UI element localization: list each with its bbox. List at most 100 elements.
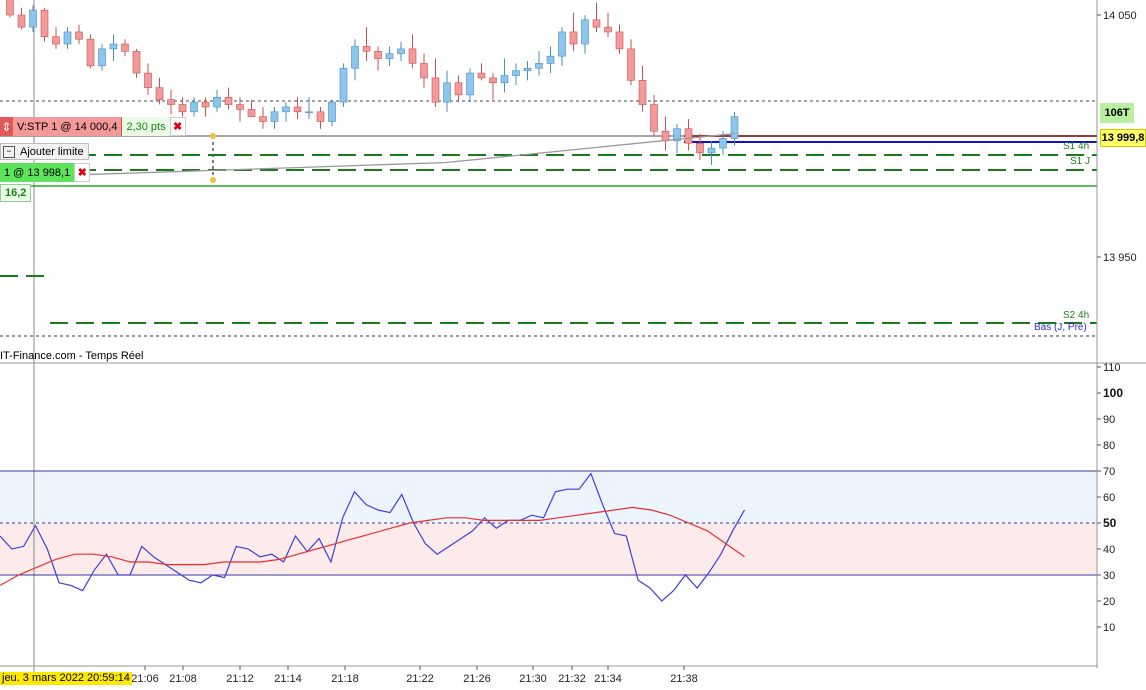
candle [627,48,635,81]
rsi-tick-label: 90 [1103,414,1115,426]
cancel-limit-close-icon[interactable]: ✖ [74,163,91,182]
candle [569,31,578,45]
data-source-label: IT-Finance.com - Temps Réel [0,350,144,362]
order-anchor-dot [210,177,216,183]
minus-box-icon: − [3,145,15,158]
candle [592,19,601,28]
time-tick-label: 21:32 [558,673,586,685]
time-tick-label: 21:22 [406,673,434,685]
candle [730,116,739,139]
candle [673,128,681,142]
time-tick-label: 21:12 [226,673,254,685]
candle [236,104,244,110]
candle [535,63,543,69]
rsi-tick-label: 30 [1103,570,1115,582]
candle [477,72,486,79]
candle [719,138,727,149]
candle [167,99,175,105]
rsi-tick-label: 110 [1103,362,1121,374]
drag-arrows-icon[interactable]: ⇕ [0,117,13,136]
candle [489,77,497,84]
time-tick-label: 21:14 [274,673,302,685]
candle [638,80,647,105]
level-s2-4h-label: S2 4h [1063,310,1090,321]
candle [190,101,198,113]
candle [201,101,210,108]
candle [282,106,290,113]
candle [397,48,405,55]
candle [385,53,394,59]
time-tick-label: 21:18 [331,673,359,685]
candle [109,43,118,50]
rsi-line [0,472,746,602]
candle [512,70,520,76]
candle [443,82,451,103]
candle [178,104,187,113]
candle [696,142,704,154]
stop-order-tag[interactable]: ⇕ V:STP 1 @ 14 000,4 2,30 pts ✖ [0,117,186,136]
candle [328,101,336,122]
candle [420,63,428,79]
candle [63,31,72,45]
current-price-badge: 13 999,8 [1100,129,1146,147]
rsi-tick-label: 70 [1103,466,1115,478]
level-s1-j-label: S1 J [1070,156,1091,167]
time-tick-label: 21:08 [169,673,197,685]
level-bas-label: Bas (J, Pre) [1034,322,1087,333]
order-anchor-dot [210,133,216,139]
candle [523,67,532,71]
candle [454,82,463,96]
limit-order-label[interactable]: 1 @ 13 998,1 [0,163,75,182]
candle [316,111,325,122]
rsi-tick-label: 20 [1103,596,1115,608]
rsi-tick-label: 60 [1103,492,1115,504]
cursor-date-label: jeu. 3 mars 2022 20:59:14 [0,672,132,685]
candle [86,38,95,67]
candle [408,48,417,64]
candle [259,116,267,122]
cancel-stop-close-icon[interactable]: ✖ [169,117,186,136]
candle [581,19,589,45]
candle [247,109,256,117]
moving-average-line [9,132,735,178]
candle [466,72,474,96]
limit-order-tag[interactable]: 1 @ 13 998,1 ✖ [0,163,91,182]
candle [121,43,129,52]
add-limit-button[interactable]: − Ajouter limite [0,143,89,160]
rsi-tick-label: 80 [1103,440,1115,452]
candle [52,36,60,45]
rsi-tick-label: 10 [1103,622,1115,634]
rsi-tick-label: 40 [1103,544,1115,556]
candle [431,77,440,103]
candle [558,31,566,57]
candle [17,14,26,28]
level-s1-4h-label: S1 4h [1063,141,1090,152]
candle [684,128,693,144]
stop-order-label[interactable]: V:STP 1 @ 14 000,4 [13,117,123,136]
candle [155,87,164,100]
time-tick-label: 21:30 [519,673,547,685]
candle [6,0,14,16]
candle [132,50,141,74]
candle [213,96,221,108]
candle [305,111,313,114]
candle [500,75,509,84]
rsi-tick-label: 50 [1103,516,1117,530]
candle [650,104,658,132]
price-tick-label: 13 950 [1103,252,1137,264]
candle [144,72,152,88]
candle [351,46,359,69]
rsi-tick-label: 100 [1103,386,1123,400]
candle [362,46,371,52]
time-tick-label: 21:06 [131,673,159,685]
time-tick-label: 21:34 [594,673,622,685]
candle [615,31,624,50]
candle [270,111,279,122]
candle [546,55,555,64]
candle [707,147,716,154]
time-tick-label: 21:26 [463,673,491,685]
limit-distance-label: 16,2 [0,184,32,202]
rsi-zone-lower [0,523,1097,575]
